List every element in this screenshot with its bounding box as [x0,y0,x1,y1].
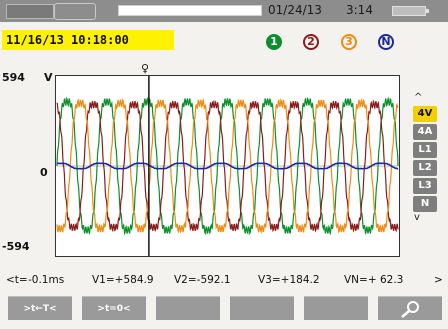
scale-down-icon[interactable]: v [414,212,420,223]
status-date: 01/24/13 [268,3,322,17]
scale-l3-button[interactable]: L3 [413,178,437,194]
zoom-icon [401,301,419,318]
softkey-4[interactable] [230,296,294,320]
capture-timestamp: 11/16/13 10:18:00 [2,30,174,50]
scale-4a-button[interactable]: 4A [413,124,437,140]
softkey-5[interactable] [304,296,368,320]
scale-l2-button[interactable]: L2 [413,160,437,176]
readout-close: > [434,274,443,286]
scale-4v-button[interactable]: 4V [413,106,437,122]
channel-1-badge[interactable]: 1 [266,34,282,50]
y-axis-max-label: 594 [2,71,25,84]
y-axis-unit: V [44,71,53,84]
scale-l1-button[interactable]: L1 [413,142,437,158]
recording-progress-bar [118,5,262,16]
channel-2-badge[interactable]: 2 [303,34,319,50]
zoom-key[interactable] [378,296,442,320]
readout-v3: V3=+184.2 [258,274,320,286]
cursor-readout: <t= -0.1ms V1=+584.9 V2=-592.1 V3=+184.2… [2,274,446,290]
readout-open: <t= [6,274,28,286]
y-axis-min-label: -594 [2,240,30,253]
scale-n-button[interactable]: N [413,196,437,212]
channel-n-badge[interactable]: N [378,34,394,50]
battery-icon [392,6,429,16]
scale-up-icon[interactable]: ^ [414,92,423,103]
mode-icon[interactable] [6,4,54,19]
waveform-plot [55,75,400,257]
readout-v1: V1=+584.9 [92,274,154,286]
status-time: 3:14 [346,3,373,17]
waveform-series-4 [56,162,399,170]
waveform-icon[interactable] [54,3,96,20]
softkey-cursor-to-trigger[interactable]: >t←T< [8,296,72,320]
readout-vn: VN=+ 62.3 [344,274,404,286]
waveform-series-3 [56,97,399,235]
readout-v2: V2=-592.1 [174,274,231,286]
channel-3-badge[interactable]: 3 [341,34,357,50]
y-axis-zero-label: 0 [40,166,48,179]
readout-time: -0.1ms [28,274,65,286]
softkey-3[interactable] [156,296,220,320]
cursor-marker-icon: ♀ [141,62,150,75]
softkey-cursor-to-zero[interactable]: >t=0< [82,296,146,320]
